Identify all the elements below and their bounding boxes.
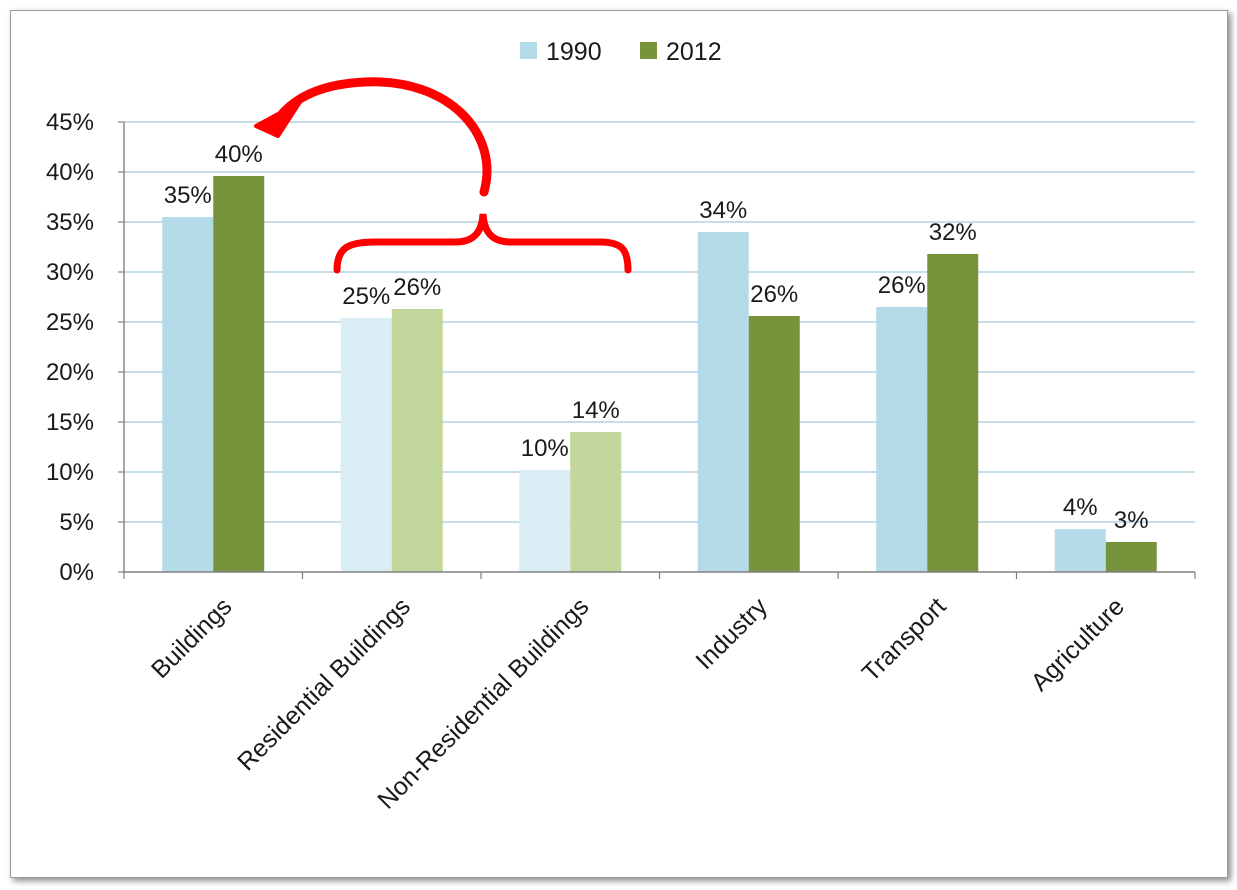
data-label: 40% [215, 141, 263, 168]
y-tick-label: 45% [46, 109, 94, 136]
data-label: 4% [1063, 494, 1098, 521]
y-tick-label: 20% [46, 359, 94, 386]
curved-arrow-shaft [277, 77, 492, 197]
curved-arrow-head [254, 100, 302, 138]
legend-label-1990: 1990 [546, 38, 602, 66]
bar-2012-buildings [213, 176, 265, 572]
grouping-brace [333, 213, 632, 274]
y-tick-label: 5% [59, 509, 94, 536]
data-label: 3% [1114, 507, 1149, 534]
x-category-label: Industry [690, 592, 773, 675]
y-tick-label: 35% [46, 209, 94, 236]
x-category-label: Buildings [146, 592, 238, 684]
red-annotation [254, 77, 632, 274]
legend-label-2012: 2012 [666, 38, 722, 66]
data-label: 26% [878, 272, 926, 299]
legend-swatch-2012 [640, 42, 657, 59]
data-label: 26% [393, 274, 441, 301]
bar-1990-transport [876, 307, 928, 572]
x-category-label: Agriculture [1026, 592, 1130, 696]
data-label: 10% [521, 435, 569, 462]
data-label: 14% [572, 397, 620, 424]
x-category-label: Residential Buildings [232, 592, 416, 776]
bar-2012-residential-buildings [391, 309, 443, 572]
y-tick-label: 25% [46, 309, 94, 336]
data-label: 32% [929, 219, 977, 246]
bar-1990-industry [697, 232, 749, 572]
data-label: 35% [164, 182, 212, 209]
bar-1990-agriculture [1054, 529, 1106, 572]
data-label: 25% [342, 283, 390, 310]
y-tick-label: 15% [46, 409, 94, 436]
bar-1990-non-residential-buildings [519, 470, 571, 572]
data-label: 26% [750, 281, 798, 308]
x-category-label: Transport [857, 592, 952, 687]
bar-1990-buildings [162, 217, 214, 572]
bar-2012-agriculture [1105, 542, 1157, 572]
y-tick-label: 30% [46, 259, 94, 286]
y-tick-label: 0% [59, 559, 94, 586]
bar-1990-residential-buildings [340, 318, 392, 572]
x-category-label: Non-Residential Buildings [372, 592, 594, 814]
bar-2012-transport [927, 254, 979, 572]
bar-2012-non-residential-buildings [570, 432, 622, 572]
bar-2012-industry [748, 316, 800, 572]
y-tick-label: 40% [46, 159, 94, 186]
data-label: 34% [699, 197, 747, 224]
y-tick-label: 10% [46, 459, 94, 486]
legend-swatch-1990 [520, 42, 537, 59]
